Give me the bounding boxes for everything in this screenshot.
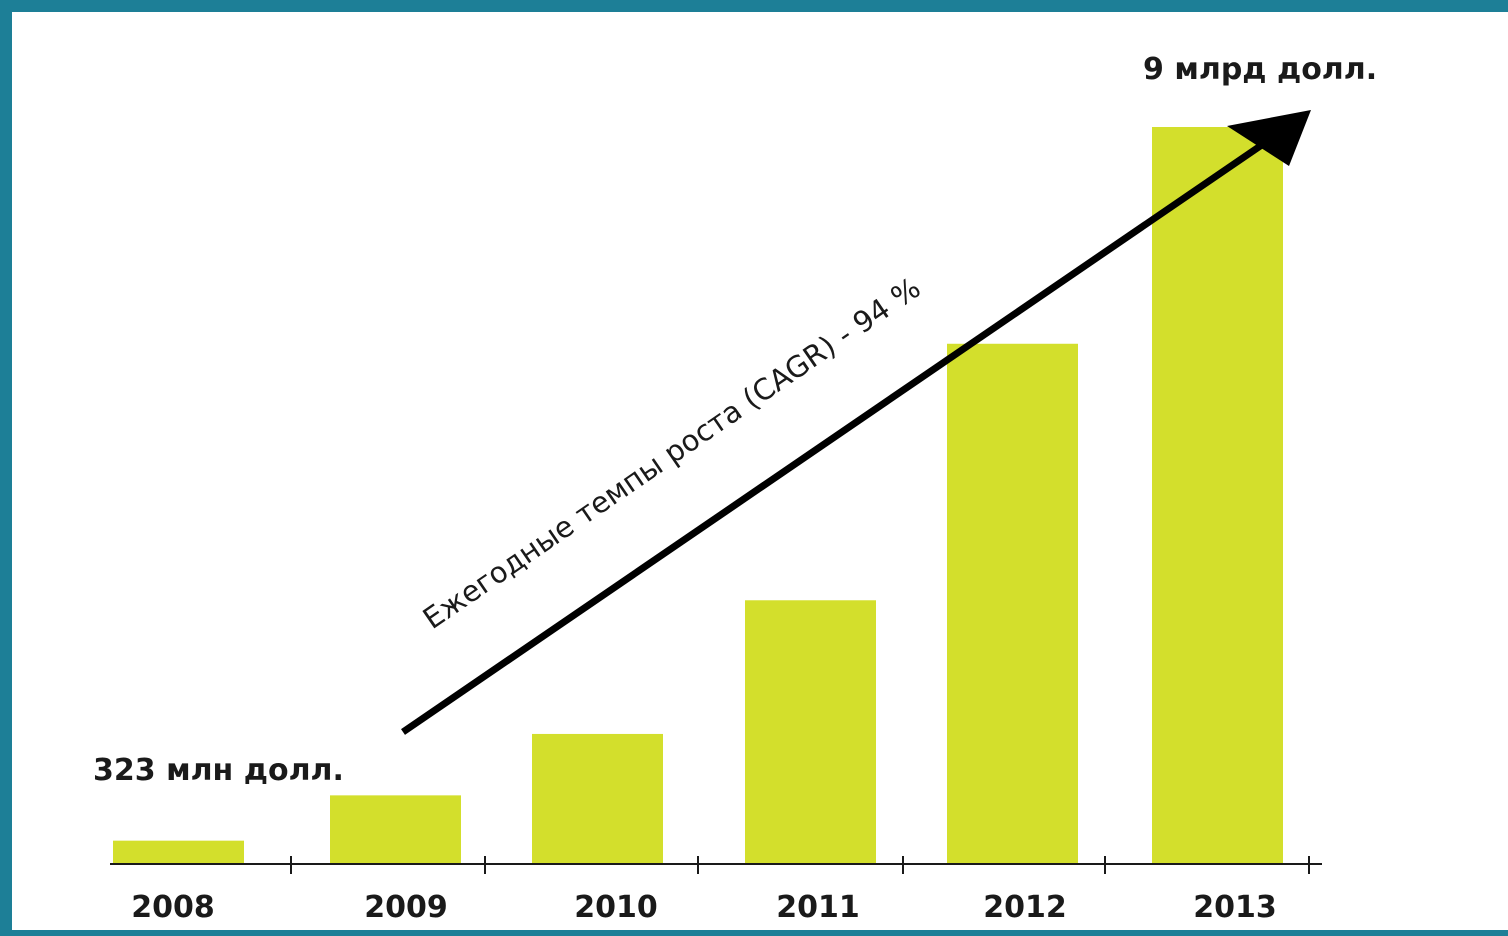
start-value-label: 323 млн долл. <box>93 753 344 788</box>
end-value-label: 9 млрд долл. <box>1143 52 1377 87</box>
x-tick-label-2008: 2008 <box>131 890 215 925</box>
bars-group <box>113 127 1283 864</box>
growth-arrow-line <box>401 135 1274 735</box>
bar-2011 <box>745 600 876 864</box>
x-tick-label-2010: 2010 <box>574 890 658 925</box>
bar-2010 <box>532 733 663 864</box>
growth-arrow-head <box>1227 110 1311 166</box>
x-axis-ticks <box>290 856 1310 874</box>
growth-arrow <box>401 110 1311 735</box>
bar-2013 <box>1152 127 1283 864</box>
bar-2012 <box>947 343 1078 864</box>
x-tick-label-2013: 2013 <box>1193 890 1277 925</box>
x-tick-label-2012: 2012 <box>983 890 1067 925</box>
x-tick-label-2011: 2011 <box>776 890 860 925</box>
x-tick-label-2009: 2009 <box>364 890 448 925</box>
bar-2009 <box>330 795 461 864</box>
cagr-annotation: Ежегодные темпы роста (CAGR) - 94 % <box>417 271 927 636</box>
x-axis-tick-labels: 2008 2009 2010 2011 2012 2013 <box>131 890 1277 925</box>
bar-2008 <box>113 840 244 864</box>
